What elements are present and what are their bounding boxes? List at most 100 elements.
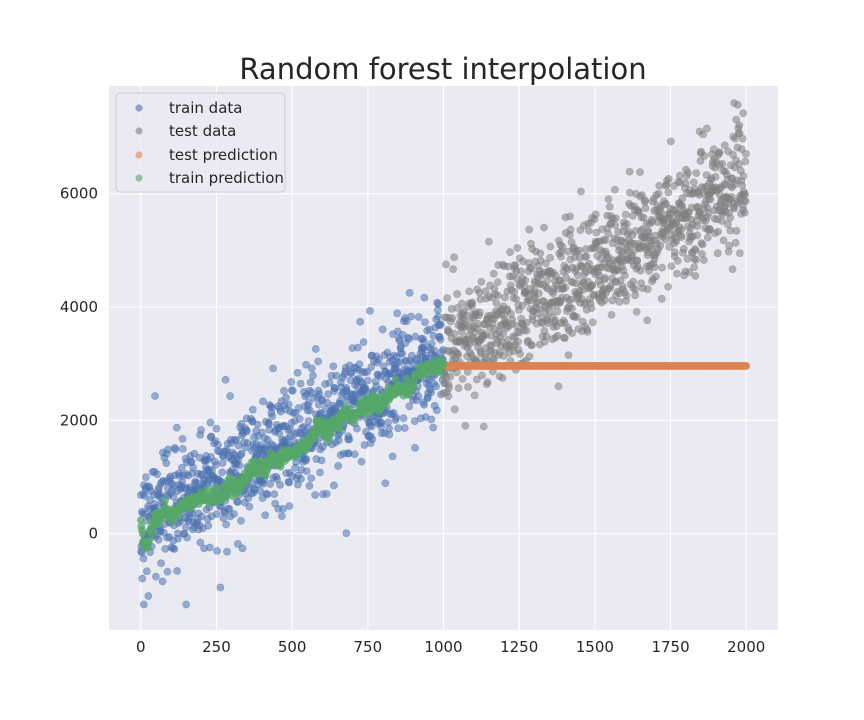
train-data-point	[302, 455, 311, 463]
test-data-point	[632, 307, 641, 316]
train-data-point	[293, 368, 302, 377]
train-data-point	[295, 415, 304, 423]
train-data-point	[436, 335, 445, 344]
train-data-point	[138, 574, 147, 583]
test-data-point	[629, 277, 638, 286]
test-data-point	[492, 299, 501, 308]
train-data-point	[280, 386, 288, 395]
train-data-point	[421, 318, 429, 327]
train-data-point	[357, 457, 366, 466]
test-data-point	[641, 196, 650, 205]
train-data-point	[414, 392, 423, 401]
test-data-point	[633, 256, 642, 265]
test-data-point	[600, 296, 609, 304]
train-data-point	[378, 325, 387, 334]
train-data-point	[235, 461, 244, 470]
test-data-point	[733, 100, 742, 109]
train-data-point	[334, 462, 343, 470]
train-data-point	[170, 545, 179, 553]
test-data-point	[666, 137, 675, 146]
test-data-point	[679, 244, 688, 253]
train-data-point	[206, 418, 215, 427]
train-data-point	[306, 378, 315, 387]
train-data-point	[189, 463, 198, 472]
test-data-point	[553, 307, 562, 316]
train-data-point	[366, 307, 374, 315]
train-data-point	[153, 470, 162, 479]
train-data-point	[342, 529, 351, 537]
test-data-point	[527, 341, 536, 349]
train-data-point	[402, 317, 411, 326]
test-data-point	[691, 272, 700, 280]
test-data-point	[517, 267, 525, 276]
test-data-point	[536, 249, 545, 258]
test-data-point	[450, 253, 458, 262]
test-data-point	[690, 263, 699, 272]
train-data-point	[436, 321, 445, 329]
test-data-point	[700, 152, 709, 160]
test-data-point	[673, 256, 682, 265]
test-data-point	[546, 242, 555, 251]
test-data-point	[742, 149, 750, 158]
test-data-point	[540, 223, 548, 232]
train-data-point	[270, 490, 279, 499]
test-data-point	[525, 352, 534, 361]
test-data-point	[684, 169, 692, 177]
test-data-point	[622, 291, 631, 300]
train-data-point	[324, 390, 333, 399]
test-data-point	[715, 148, 724, 157]
test-data-point	[699, 130, 707, 139]
test-data-point	[522, 326, 531, 335]
test-data-point	[728, 265, 737, 274]
test-data-point	[739, 172, 748, 180]
test-data-point	[693, 222, 702, 230]
train-prediction-point	[221, 494, 229, 502]
test-data-point	[604, 230, 613, 238]
train-data-point	[172, 423, 181, 432]
train-data-point	[214, 440, 222, 449]
train-data-point	[259, 397, 267, 406]
train-data-point	[144, 592, 153, 600]
y-tick-label: 2000	[60, 411, 98, 429]
test-data-point	[650, 263, 659, 272]
train-data-point	[405, 288, 414, 297]
test-data-point	[631, 285, 640, 294]
train-data-point	[261, 511, 270, 520]
test-data-point	[442, 260, 450, 269]
test-data-point	[448, 314, 457, 323]
test-data-point	[558, 242, 567, 251]
legend-marker-test-prediction	[135, 151, 143, 159]
train-data-point	[142, 473, 150, 482]
test-data-point	[475, 308, 484, 317]
train-data-point	[427, 415, 436, 424]
train-data-point	[399, 414, 408, 423]
train-prediction-point	[148, 529, 157, 537]
train-data-point	[377, 418, 386, 427]
train-data-point	[266, 480, 275, 488]
test-data-point	[577, 187, 585, 196]
train-data-point	[420, 400, 429, 409]
test-data-point	[672, 269, 681, 278]
train-data-point	[211, 461, 220, 469]
test-data-point	[667, 262, 676, 271]
test-data-point	[506, 248, 514, 257]
test-data-point	[566, 212, 574, 221]
train-data-point	[282, 393, 290, 402]
train-data-point	[329, 362, 338, 371]
train-data-point	[388, 452, 397, 461]
test-data-point	[741, 157, 750, 166]
test-data-point	[677, 233, 686, 242]
train-data-point	[304, 398, 313, 407]
legend-marker-train-prediction	[135, 174, 143, 182]
train-data-point	[322, 489, 331, 498]
train-prediction-point	[439, 359, 448, 368]
test-data-point	[726, 213, 735, 222]
test-data-point	[699, 256, 708, 264]
test-data-point	[582, 252, 591, 261]
test-data-point	[735, 249, 744, 258]
test-data-point	[731, 134, 739, 143]
test-data-point	[610, 185, 619, 194]
train-data-point	[268, 412, 277, 421]
train-data-point	[363, 376, 372, 385]
train-data-point	[196, 538, 205, 547]
